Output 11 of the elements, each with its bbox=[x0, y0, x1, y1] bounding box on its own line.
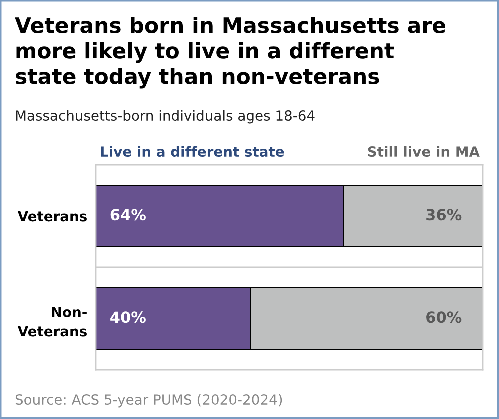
y-tick-label: Veterans bbox=[18, 211, 88, 222]
data-label: 64% bbox=[110, 209, 146, 221]
text: Still live in MA bbox=[368, 146, 480, 158]
source-note: Source: ACS 5-year PUMS (2020-2024) bbox=[16, 394, 282, 408]
y-tick-label: Non- Veterans bbox=[18, 307, 88, 337]
data-label: 36% bbox=[426, 209, 462, 221]
text: Live in a different state bbox=[101, 146, 284, 158]
chart-title: Veterans born in Massachusetts are more likely to live in a different state today than non-veterans bbox=[15, 17, 446, 89]
data-label: 60% bbox=[426, 312, 462, 324]
chart-subtitle: Massachusetts-born individuals ages 18-64 bbox=[16, 110, 315, 124]
data-label: 40% bbox=[110, 312, 146, 324]
